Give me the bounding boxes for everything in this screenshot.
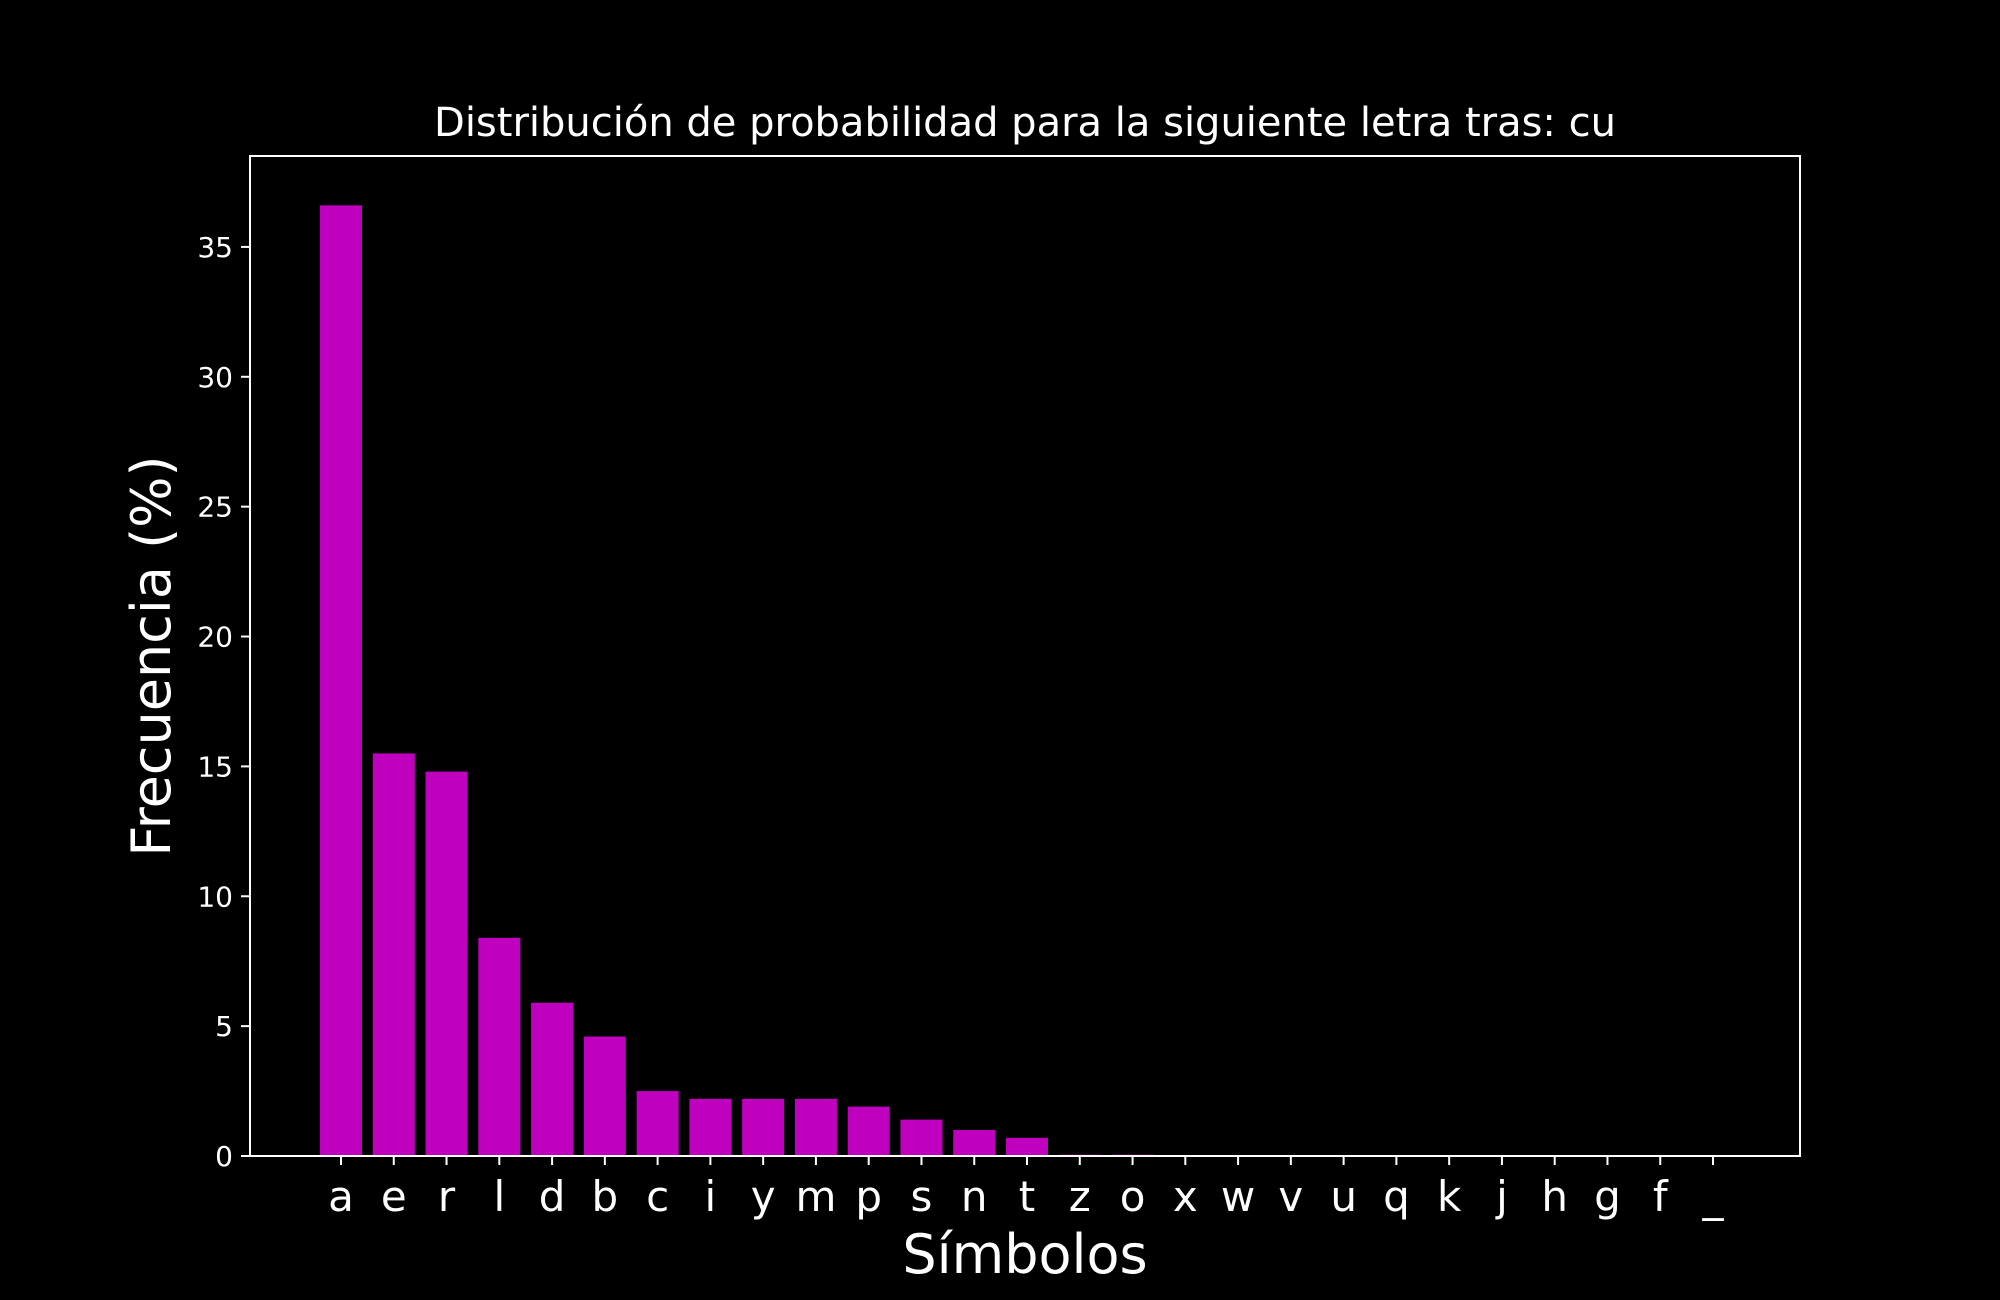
y-tick-label: 0 — [215, 1140, 233, 1173]
y-tick-label: 10 — [197, 880, 233, 913]
x-tick-label: n — [961, 1172, 988, 1221]
y-tick-label: 30 — [197, 361, 233, 394]
x-tick-label: u — [1330, 1172, 1357, 1221]
x-tick-label: c — [646, 1172, 669, 1221]
y-tick-label: 5 — [215, 1010, 233, 1043]
x-tick-label: r — [438, 1172, 456, 1221]
bar-a — [320, 205, 362, 1156]
y-tick-label: 20 — [197, 621, 233, 654]
bar-s — [900, 1119, 943, 1156]
x-tick-label: o — [1120, 1172, 1146, 1221]
bars-layer — [320, 205, 1154, 1156]
x-tick-label: k — [1437, 1172, 1462, 1221]
x-tick-label: _ — [1702, 1172, 1725, 1221]
bar-t — [1006, 1137, 1049, 1156]
x-tick-label: j — [1495, 1172, 1508, 1221]
x-tick-label: a — [328, 1172, 354, 1221]
x-tick-label: v — [1278, 1172, 1303, 1221]
y-tick-label: 15 — [197, 750, 233, 783]
x-axis-label: Símbolos — [902, 1223, 1147, 1286]
x-tick-label: s — [911, 1172, 933, 1221]
y-tick-label: 25 — [197, 491, 233, 524]
x-tick-label: y — [751, 1172, 776, 1221]
y-tick-label: 35 — [197, 231, 233, 264]
x-tick-label: x — [1173, 1172, 1198, 1221]
bar-e — [372, 753, 415, 1156]
x-tick-label: i — [705, 1172, 717, 1221]
bar-b — [583, 1036, 626, 1156]
y-axis-label: Frecuencia (%) — [120, 455, 183, 856]
bar-c — [636, 1091, 679, 1156]
x-tick-label: f — [1653, 1172, 1669, 1221]
bar-p — [847, 1106, 890, 1156]
bar-r — [425, 771, 468, 1156]
x-tick-label: h — [1541, 1172, 1568, 1221]
plot-frame — [249, 155, 1801, 1157]
bar-y — [742, 1098, 785, 1156]
bar-l — [478, 937, 521, 1156]
x-tick-label: d — [539, 1172, 566, 1221]
bar-i — [689, 1098, 732, 1156]
bar-m — [794, 1098, 837, 1156]
x-tick-label: q — [1383, 1172, 1410, 1221]
y-axis: 0 5 10 15 20 25 30 35 — [197, 231, 250, 1173]
chart-title: Distribución de probabilidad para la sig… — [434, 100, 1616, 146]
x-tick-label: t — [1019, 1172, 1035, 1221]
x-tick-label: p — [855, 1172, 882, 1221]
x-axis: a e r l d b c i y m p s n t z o x w v u q k j h g f _ — [328, 1156, 1725, 1221]
x-tick-label: l — [493, 1172, 505, 1221]
bar-n — [953, 1130, 996, 1156]
x-tick-label: m — [795, 1172, 836, 1221]
x-tick-label: z — [1069, 1172, 1091, 1221]
bar-d — [531, 1002, 574, 1156]
x-tick-label: g — [1594, 1172, 1621, 1221]
x-tick-label: e — [381, 1172, 407, 1221]
x-tick-label: b — [592, 1172, 619, 1221]
x-tick-label: w — [1221, 1172, 1255, 1221]
